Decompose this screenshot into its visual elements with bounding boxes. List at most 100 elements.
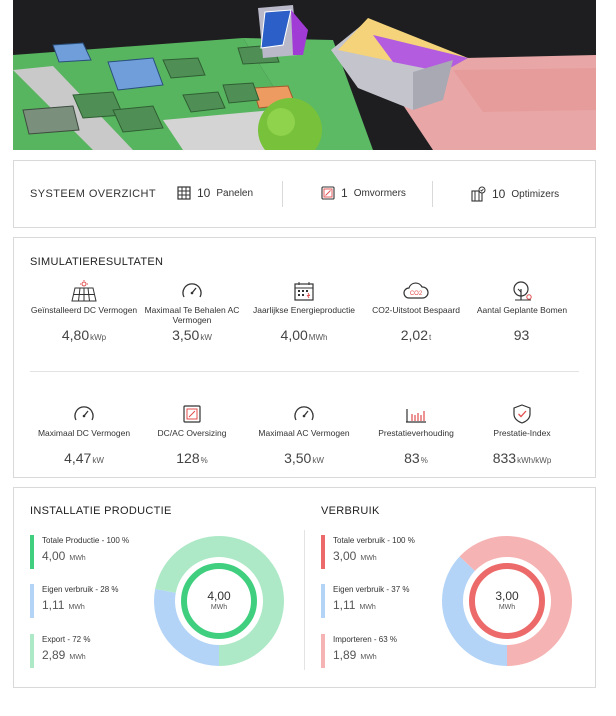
gauge-icon bbox=[74, 406, 94, 421]
simulation-results-card: SIMULATIERESULTATEN Geïnstalleerd DC Ver… bbox=[13, 237, 596, 478]
optimizers-summary: 10 Optimizers bbox=[470, 186, 559, 202]
legend-color-bar bbox=[30, 584, 34, 618]
legend-unit: MWh bbox=[359, 604, 376, 611]
section-divider bbox=[304, 530, 305, 670]
metric-planted-trees: Aantal Geplante Bomen 93 bbox=[462, 280, 582, 343]
legend-value: 1,11 bbox=[333, 598, 356, 612]
legend-label: Eigen verbruik - 37 % bbox=[333, 585, 410, 594]
metric-label: Aantal Geplante Bomen bbox=[476, 305, 568, 315]
metric-value: 833 bbox=[492, 450, 517, 466]
metric-value: 4,00 bbox=[280, 327, 308, 343]
tree-icon bbox=[513, 281, 532, 301]
panels-summary: 10 Panelen bbox=[177, 186, 253, 200]
metric-installed-dc-power: Geïnstalleerd DC Vermogen 4,80kWp bbox=[24, 280, 144, 343]
percent-box-icon bbox=[183, 405, 201, 423]
metric-unit: kW bbox=[200, 333, 212, 342]
legend-color-bar bbox=[321, 634, 325, 668]
donut-segment-import bbox=[459, 536, 572, 666]
legend-value: 1,89 bbox=[333, 648, 357, 662]
simulation-title: SIMULATIERESULTATEN bbox=[30, 256, 164, 268]
legend-unit: MWh bbox=[69, 654, 86, 661]
shield-check-icon bbox=[513, 404, 531, 424]
panel-grid-icon bbox=[177, 186, 191, 200]
metric-label: CO2-Uitstoot Bespaard bbox=[372, 305, 460, 315]
legend-value: 2,89 bbox=[42, 648, 66, 662]
overview-divider bbox=[432, 181, 433, 207]
donut-ring-total-consumption bbox=[469, 563, 545, 639]
metric-co2-saved: CO2 CO2-Uitstoot Bespaard 2,02t bbox=[356, 280, 476, 343]
metric-max-achievable-ac-power: Maximaal Te Behalen AC Vermogen 3,50kW bbox=[132, 280, 252, 343]
metric-value: 128 bbox=[176, 450, 200, 466]
legend-unit: MWh bbox=[69, 555, 86, 562]
consumption-center-value: 3,00 bbox=[495, 589, 519, 603]
svg-text:CO2: CO2 bbox=[410, 291, 423, 297]
legend-label: Totale Productie - 100 % bbox=[42, 536, 130, 545]
legend-unit: MWh bbox=[360, 654, 377, 661]
metric-value: 3,50 bbox=[284, 450, 312, 466]
legend-label: Export - 72 % bbox=[42, 635, 91, 644]
bar-chart-icon bbox=[406, 409, 426, 423]
production-center-value: 4,00 bbox=[207, 589, 231, 603]
metric-label: DC/AC Oversizing bbox=[157, 428, 227, 438]
panels-label: Panelen bbox=[216, 187, 254, 199]
metric-value: 93 bbox=[513, 327, 530, 343]
donut-segment-self-consumption bbox=[153, 588, 219, 666]
metric-value: 4,80 bbox=[61, 327, 90, 343]
metric-max-ac-power: Maximaal AC Vermogen 3,50kW bbox=[244, 403, 364, 466]
production-consumption-card: INSTALLATIE PRODUCTIE VERBRUIK Totale Pr… bbox=[13, 487, 596, 688]
donut-segment-self-consumption bbox=[442, 556, 507, 666]
metric-performance-index: Prestatie-Index 833kWh/kWp bbox=[462, 403, 582, 466]
legend-unit: MWh bbox=[360, 555, 377, 562]
system-overview-title: SYSTEEM OVERZICHT bbox=[30, 188, 156, 200]
metric-value: 3,50 bbox=[172, 327, 200, 343]
solar-panel-icon bbox=[71, 280, 97, 302]
inverters-label: Omvormers bbox=[353, 187, 406, 199]
simulation-divider bbox=[30, 371, 579, 372]
gauge-icon bbox=[294, 406, 314, 421]
optimizers-count: 10 bbox=[492, 187, 506, 201]
metric-unit: t bbox=[429, 333, 432, 342]
metric-label: Maximaal DC Vermogen bbox=[37, 428, 131, 438]
metric-unit: kW bbox=[92, 456, 104, 465]
inverters-count: 1 bbox=[341, 186, 348, 200]
metric-unit: MWh bbox=[308, 333, 328, 342]
donut-segment-export bbox=[155, 536, 284, 666]
consumption-donut-chart bbox=[442, 536, 572, 666]
metric-value: 4,47 bbox=[64, 450, 92, 466]
metric-unit: % bbox=[420, 456, 428, 465]
legend-unit: MWh bbox=[68, 604, 85, 611]
inverter-icon bbox=[321, 186, 335, 200]
installation-production-title: INSTALLATIE PRODUCTIE bbox=[30, 505, 172, 517]
consumption-center-unit: MWh bbox=[498, 604, 516, 611]
metric-unit: kWp bbox=[90, 333, 107, 342]
metric-max-dc-power: Maximaal DC Vermogen 4,47kW bbox=[24, 403, 144, 466]
inverters-summary: 1 Omvormers bbox=[321, 186, 406, 200]
production-center-unit: MWh bbox=[210, 604, 228, 611]
metric-label: Jaarlijkse Energieproductie bbox=[252, 305, 356, 315]
production-donut-chart bbox=[153, 536, 284, 666]
calendar-icon bbox=[294, 282, 314, 301]
optimizer-icon bbox=[471, 186, 486, 202]
overview-divider bbox=[282, 181, 283, 207]
metric-unit: kW bbox=[312, 456, 324, 465]
gauge-icon bbox=[182, 283, 202, 298]
metric-unit: kWh/kWp bbox=[517, 456, 552, 465]
metric-label: Prestatieverhouding bbox=[378, 428, 454, 438]
roof-3d-view[interactable] bbox=[13, 0, 596, 150]
legend-value: 1,11 bbox=[42, 598, 65, 612]
legend-color-bar bbox=[321, 584, 325, 618]
metric-unit: % bbox=[200, 456, 208, 465]
metric-label: Geïnstalleerd DC Vermogen bbox=[30, 305, 138, 315]
legend-color-bar bbox=[321, 535, 325, 569]
legend-value: 3,00 bbox=[333, 549, 357, 563]
panels-count: 10 bbox=[197, 186, 211, 200]
metric-value: 83 bbox=[404, 450, 420, 466]
donut-ring-total-production bbox=[181, 563, 257, 639]
system-overview-card: SYSTEEM OVERZICHT 10 Panelen 1 Omvormers… bbox=[13, 160, 596, 228]
metric-label: Maximaal AC Vermogen bbox=[258, 428, 350, 438]
metric-label: Prestatie-Index bbox=[493, 428, 551, 438]
metric-performance-ratio: Prestatieverhouding 83% bbox=[356, 403, 476, 466]
metric-label: Maximaal Te Behalen AC Vermogen bbox=[144, 305, 240, 325]
consumption-title: VERBRUIK bbox=[321, 505, 380, 517]
metric-value: 2,02 bbox=[400, 327, 428, 343]
